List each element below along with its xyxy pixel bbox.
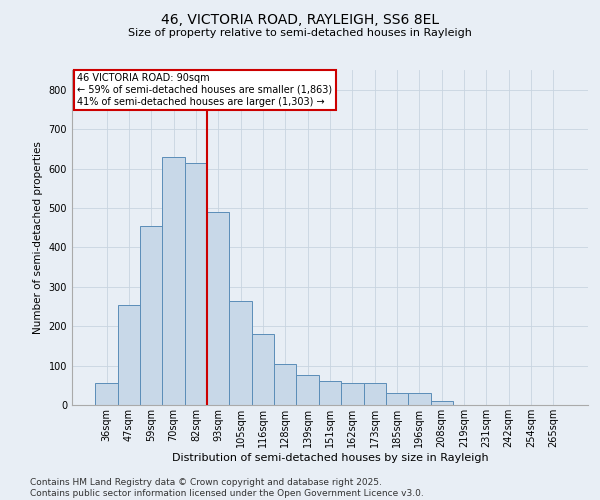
Bar bbox=[408, 393, 431, 405]
Y-axis label: Number of semi-detached properties: Number of semi-detached properties bbox=[33, 141, 43, 334]
Bar bbox=[274, 364, 296, 405]
Text: 46 VICTORIA ROAD: 90sqm
← 59% of semi-detached houses are smaller (1,863)
41% of: 46 VICTORIA ROAD: 90sqm ← 59% of semi-de… bbox=[77, 74, 332, 106]
Bar bbox=[207, 212, 229, 405]
Bar bbox=[95, 384, 118, 405]
X-axis label: Distribution of semi-detached houses by size in Rayleigh: Distribution of semi-detached houses by … bbox=[172, 452, 488, 462]
Bar bbox=[140, 226, 163, 405]
Text: Size of property relative to semi-detached houses in Rayleigh: Size of property relative to semi-detach… bbox=[128, 28, 472, 38]
Bar bbox=[118, 304, 140, 405]
Text: Contains HM Land Registry data © Crown copyright and database right 2025.
Contai: Contains HM Land Registry data © Crown c… bbox=[30, 478, 424, 498]
Bar bbox=[364, 384, 386, 405]
Bar bbox=[296, 376, 319, 405]
Bar bbox=[431, 401, 453, 405]
Bar bbox=[229, 300, 252, 405]
Bar bbox=[341, 384, 364, 405]
Bar bbox=[185, 162, 207, 405]
Bar bbox=[319, 382, 341, 405]
Text: 46, VICTORIA ROAD, RAYLEIGH, SS6 8EL: 46, VICTORIA ROAD, RAYLEIGH, SS6 8EL bbox=[161, 12, 439, 26]
Bar bbox=[163, 156, 185, 405]
Bar bbox=[252, 334, 274, 405]
Bar bbox=[386, 393, 408, 405]
